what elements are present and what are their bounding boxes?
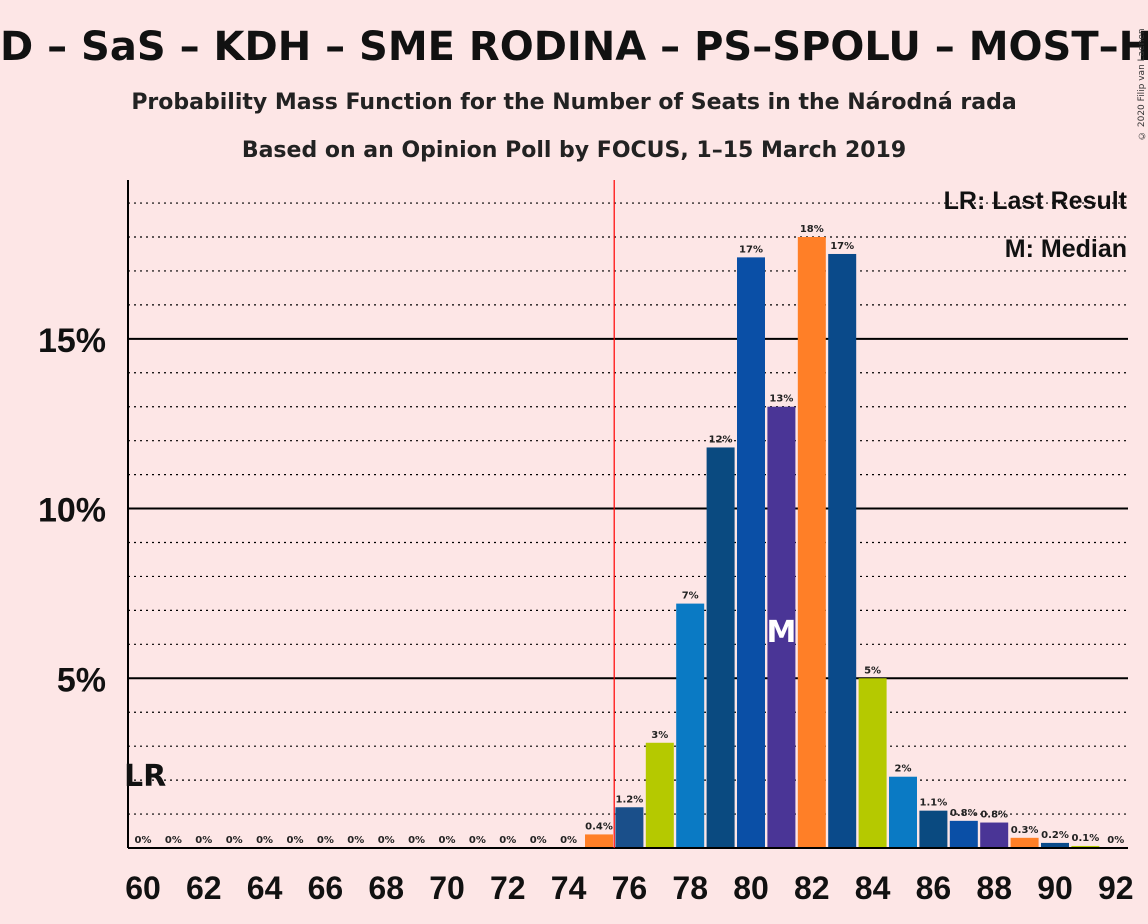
x-tick-label: 88	[976, 870, 1012, 906]
bar-label-seat-90: 0.2%	[1041, 830, 1069, 841]
bar-seat-86	[919, 810, 948, 848]
bar-value-labels: 0% 0% 0% 0% 0% 0% 0% 0% 0% 0% 0% 0% 0% 0% 0% 0.4% 1.2% 3%…	[135, 224, 1125, 846]
bar-seat-79	[706, 447, 735, 848]
x-tick-label: 78	[672, 870, 708, 906]
bar-label-seat-62: 0%	[195, 835, 212, 846]
bar-label-seat-65: 0%	[287, 835, 304, 846]
bar-label-seat-72: 0%	[499, 835, 516, 846]
bar-label-seat-86: 1.1%	[920, 798, 948, 809]
y-tick-label: 10%	[38, 492, 106, 530]
y-tick-labels: 5% 10% 15%	[38, 322, 106, 699]
bar-label-seat-71: 0%	[469, 835, 486, 846]
bar-label-seat-73: 0%	[530, 835, 547, 846]
chart-subtitle: Probability Mass Function for the Number…	[131, 90, 1017, 115]
bar-label-seat-82: 18%	[800, 224, 824, 235]
bar-label-seat-83: 17%	[830, 241, 854, 252]
bar-label-seat-69: 0%	[408, 835, 425, 846]
bar-label-seat-92: 0%	[1107, 835, 1124, 846]
bar-label-seat-68: 0%	[378, 835, 395, 846]
axes	[127, 180, 1128, 849]
bar-seat-76	[615, 807, 644, 848]
bar-seat-77	[645, 742, 674, 848]
bar-seat-80	[737, 257, 765, 848]
x-tick-label: 62	[186, 870, 222, 906]
bar-label-seat-91: 0.1%	[1072, 833, 1100, 844]
bar-label-seat-88: 0.8%	[980, 810, 1008, 821]
bar-label-seat-77: 3%	[651, 730, 668, 741]
x-tick-label: 86	[916, 870, 952, 906]
chart-subtitle-poll: Based on an Opinion Poll by FOCUS, 1–15 …	[241, 138, 907, 163]
bar-label-seat-63: 0%	[226, 835, 243, 846]
bar-label-seat-61: 0%	[165, 835, 182, 846]
bar-label-seat-85: 2%	[895, 764, 912, 775]
bar-label-seat-75: 0.4%	[585, 821, 613, 832]
bar-seat-84	[858, 678, 887, 848]
bar-seat-88	[980, 822, 1009, 848]
x-tick-label: 90	[1037, 870, 1073, 906]
x-tick-label: 70	[429, 870, 465, 906]
bar-seat-87	[949, 820, 978, 848]
bar-label-seat-81: 13%	[769, 394, 793, 405]
last-result-marker: LR	[124, 759, 166, 794]
x-tick-label: 64	[247, 870, 283, 906]
bar-label-seat-87: 0.8%	[950, 808, 978, 819]
bar-label-seat-67: 0%	[347, 835, 364, 846]
bar-seat-83	[828, 253, 857, 848]
x-tick-label: 82	[794, 870, 830, 906]
y-tick-label: 5%	[57, 661, 106, 699]
annotations: M LR LR: Last Result M: Median	[124, 180, 1128, 848]
bar-seat-81	[767, 406, 796, 848]
bar-label-seat-60: 0%	[135, 835, 152, 846]
bar-seat-78	[676, 603, 705, 848]
chart-title: D – SaS – KDH – SME RODINA – PS–SPOLU – …	[0, 24, 1148, 70]
bar-seat-90	[1041, 842, 1069, 848]
bar-label-seat-66: 0%	[317, 835, 334, 846]
legend-last-result: LR: Last Result	[944, 187, 1128, 215]
bar-series	[585, 237, 1100, 848]
x-tick-label: 80	[733, 870, 769, 906]
bar-seat-85	[889, 776, 917, 848]
legend-median: M: Median	[1005, 235, 1127, 263]
median-marker: M	[766, 615, 796, 650]
bar-seat-75	[585, 834, 613, 848]
bar-label-seat-79: 12%	[709, 434, 733, 445]
x-tick-label: 68	[368, 870, 404, 906]
x-tick-label: 74	[551, 870, 587, 906]
y-tick-label: 15%	[38, 322, 106, 360]
x-tick-label: 84	[855, 870, 891, 906]
bar-label-seat-74: 0%	[560, 835, 577, 846]
bar-label-seat-78: 7%	[682, 591, 699, 602]
bar-seat-91	[1071, 845, 1100, 848]
x-tick-label: 92	[1098, 870, 1134, 906]
bar-label-seat-80: 17%	[739, 244, 763, 255]
bar-seat-89	[1010, 837, 1039, 848]
x-tick-label: 72	[490, 870, 526, 906]
bar-label-seat-64: 0%	[256, 835, 273, 846]
x-tick-label: 76	[612, 870, 648, 906]
bar-label-seat-89: 0.3%	[1011, 825, 1039, 836]
x-tick-label: 60	[125, 870, 161, 906]
x-tick-labels: 60 62 64 66 68 70 72 74 76 78 80 82 84 86 88 90 92	[125, 870, 1133, 906]
x-tick-label: 66	[308, 870, 344, 906]
bar-label-seat-70: 0%	[439, 835, 456, 846]
grid-lines	[128, 202, 1128, 815]
bar-seat-82	[797, 237, 826, 848]
bar-label-seat-76: 1.2%	[616, 794, 644, 805]
bar-label-seat-84: 5%	[864, 665, 881, 676]
